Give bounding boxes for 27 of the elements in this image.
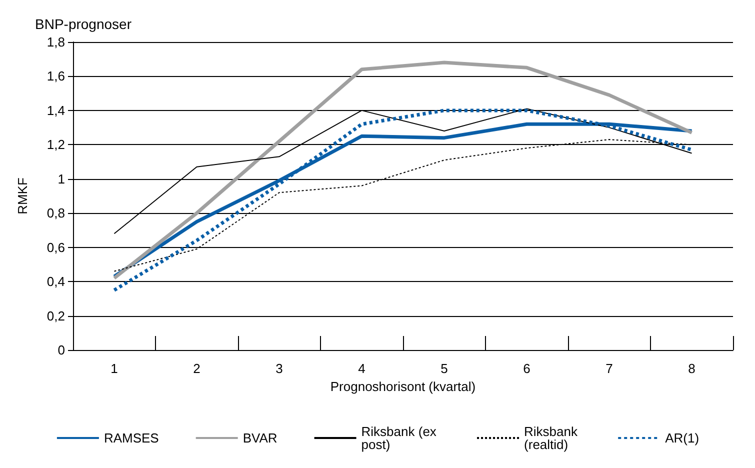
- legend-label: Riksbank (ex post): [361, 424, 440, 452]
- y-tick-label: 0: [58, 342, 65, 358]
- chart-title: BNP-prognoser: [35, 16, 132, 32]
- x-axis-title: Prognoshorisont (kvartal): [330, 379, 476, 394]
- y-tick-label: 0,2: [46, 308, 65, 324]
- x-tick-label: 8: [688, 361, 696, 376]
- legend-label: RAMSES: [104, 430, 160, 446]
- x-tick-label: 6: [523, 361, 530, 376]
- y-axis-title: RMKF: [15, 178, 30, 214]
- x-tick-label: 4: [358, 361, 366, 376]
- y-tick-label: 1,8: [46, 34, 65, 50]
- y-tick-label: 1,4: [46, 102, 65, 118]
- y-tick-label: 0,4: [46, 274, 65, 290]
- x-tick-label: 3: [276, 361, 283, 376]
- x-tick-label: 5: [440, 361, 448, 376]
- x-tick-label: 7: [606, 361, 613, 376]
- legend-label: Riksbank (realtid): [524, 424, 582, 452]
- y-tick-label: 0,8: [46, 206, 65, 221]
- x-tick-label: 1: [110, 361, 118, 376]
- legend-label: AR(1): [665, 430, 700, 446]
- y-tick-label: 0,6: [46, 240, 65, 255]
- y-tick-label: 1: [58, 171, 65, 186]
- y-tick-label: 1,6: [46, 68, 65, 84]
- y-tick-label: 1,2: [46, 137, 65, 152]
- line-series: [112, 60, 694, 280]
- x-tick-label: 2: [193, 361, 200, 376]
- legend-label: BVAR: [242, 430, 278, 446]
